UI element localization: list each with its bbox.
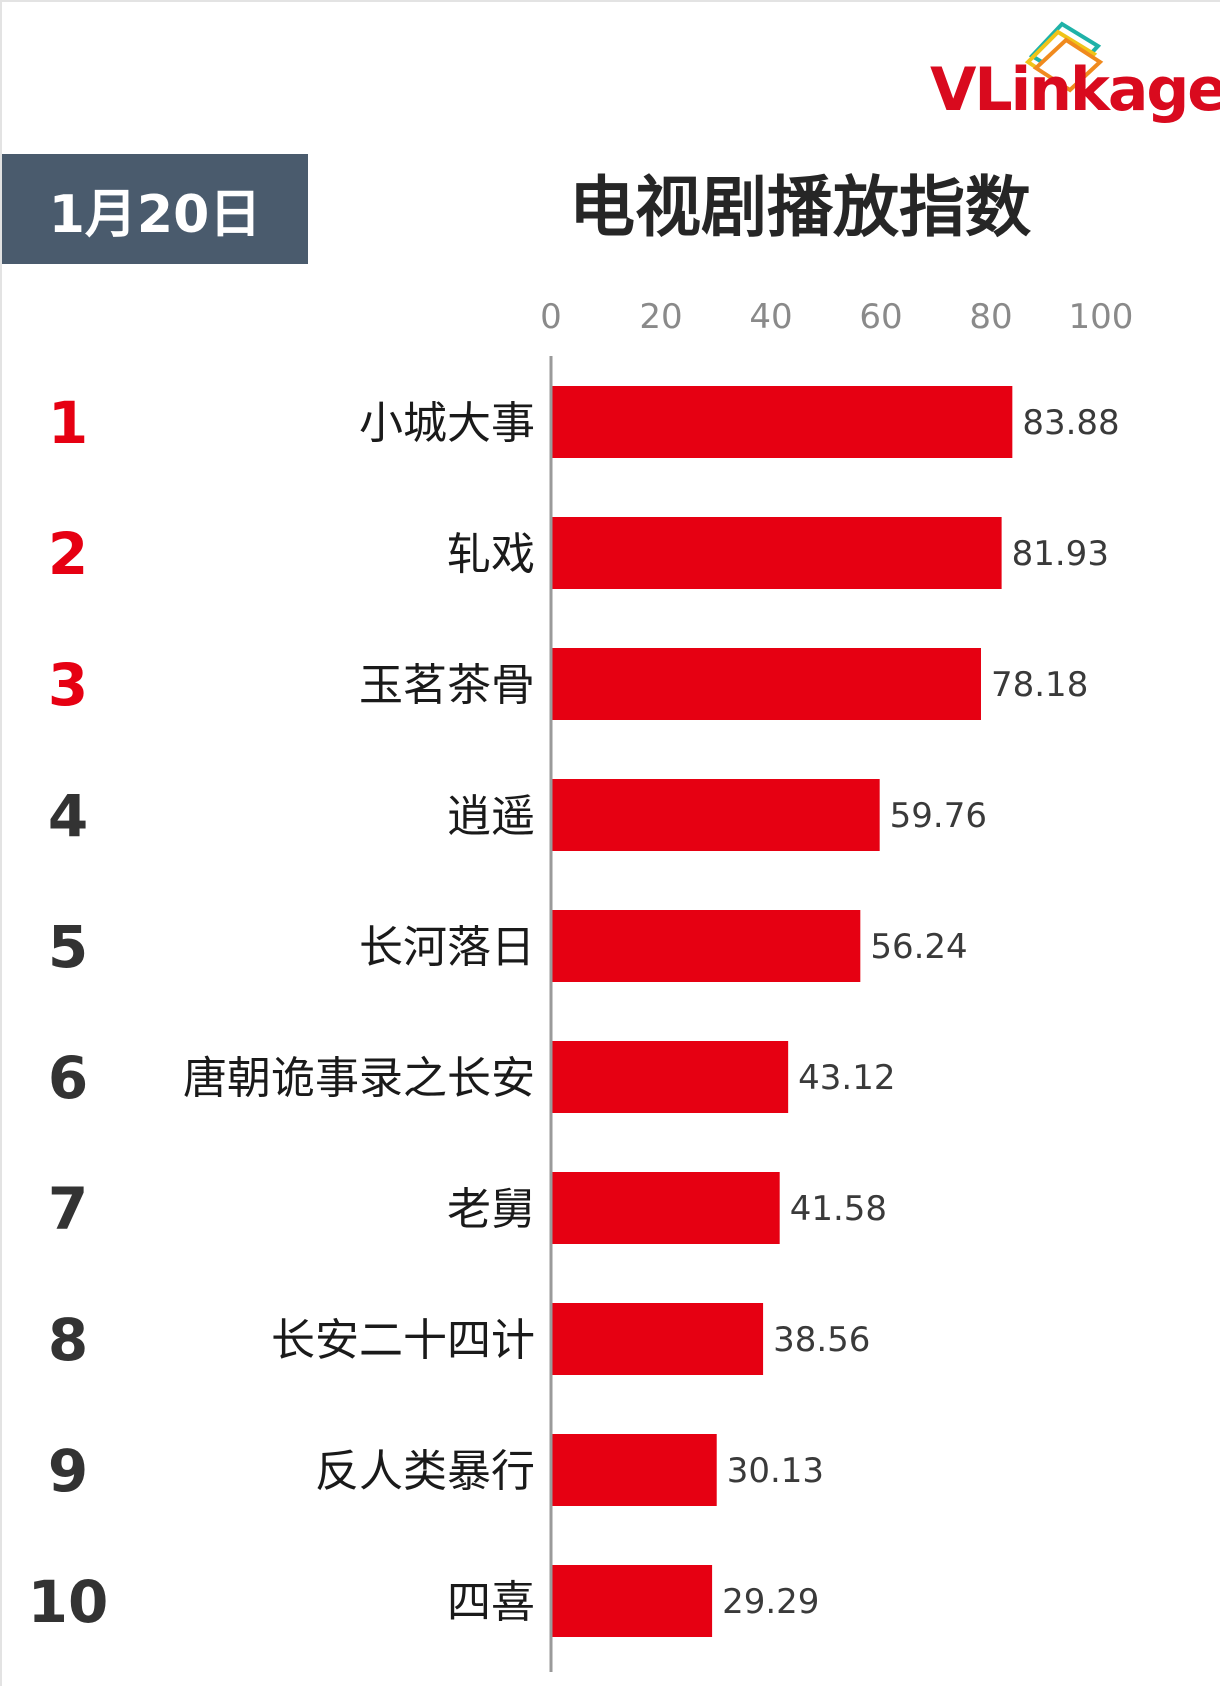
rank-label: 4: [48, 782, 88, 850]
rank-label: 9: [48, 1437, 88, 1505]
bar: [552, 1041, 789, 1113]
value-label: 81.93: [1012, 534, 1109, 574]
logo-wordmark: VLinkage: [930, 55, 1220, 125]
category-label: 长河落日: [359, 922, 535, 973]
category-label: 轧戏: [447, 529, 535, 580]
rank-label: 1: [48, 389, 88, 457]
x-tick-label: 0: [540, 297, 562, 337]
bar: [552, 648, 981, 720]
value-label: 78.18: [991, 665, 1088, 705]
x-axis-ticks: 0 20 40 60 80 100: [540, 297, 1133, 337]
value-label: 56.24: [870, 927, 967, 967]
bar: [552, 386, 1013, 458]
rank-label: 8: [48, 1306, 88, 1374]
bar: [552, 1172, 780, 1244]
rank-label: 3: [48, 651, 88, 719]
value-label: 43.12: [798, 1058, 895, 1098]
x-tick-label: 80: [969, 297, 1012, 337]
rank-label: 5: [48, 913, 88, 981]
value-label: 83.88: [1022, 403, 1119, 443]
bar: [552, 910, 861, 982]
logo-cards-icon: [1024, 21, 1104, 93]
x-tick-label: 100: [1069, 297, 1134, 337]
date-badge: 1月20日: [2, 154, 308, 264]
category-label: 小城大事: [359, 398, 535, 449]
bar: [552, 517, 1002, 589]
x-tick-label: 40: [749, 297, 792, 337]
value-label: 29.29: [722, 1582, 819, 1622]
category-label: 玉茗茶骨: [359, 660, 535, 711]
rank-label: 2: [48, 520, 88, 588]
value-label: 38.56: [773, 1320, 870, 1360]
value-label: 59.76: [890, 796, 987, 836]
rank-label: 7: [48, 1175, 88, 1243]
category-label: 四喜: [447, 1577, 535, 1628]
rank-label: 6: [48, 1044, 88, 1112]
bar: [552, 1565, 713, 1637]
category-label: 老舅: [447, 1184, 535, 1235]
category-label: 反人类暴行: [315, 1446, 535, 1497]
category-label: 逍遥: [447, 791, 535, 842]
x-tick-label: 60: [859, 297, 902, 337]
bar: [552, 1434, 717, 1506]
category-label: 长安二十四计: [271, 1315, 535, 1366]
value-label: 41.58: [790, 1189, 887, 1229]
vlinkage-logo: [1024, 21, 1104, 93]
bar: [552, 1303, 764, 1375]
rank-label: 10: [28, 1568, 109, 1636]
category-label: 唐朝诡事录之长安: [183, 1053, 535, 1104]
bar-rows: 1 小城大事 83.88 2 轧戏 81.93 3 玉茗茶骨 78.18 4 逍遥 59.76 5 长河落…: [28, 386, 1120, 1637]
value-label: 30.13: [727, 1451, 824, 1491]
x-tick-label: 20: [639, 297, 682, 337]
chart-title: 电视剧播放指数: [569, 169, 1031, 246]
bar: [552, 779, 880, 851]
